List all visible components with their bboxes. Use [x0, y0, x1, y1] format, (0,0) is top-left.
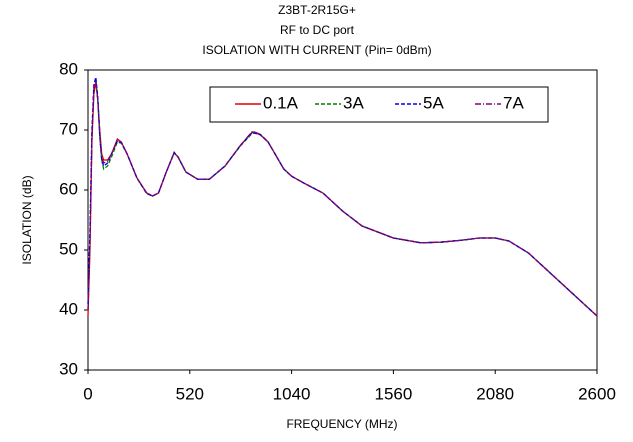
series-line	[87, 80, 598, 317]
y-tick-label: 80	[59, 59, 78, 78]
legend-label: 3A	[343, 93, 364, 112]
legend-label: 7A	[503, 93, 524, 112]
x-tick-label: 2600	[578, 384, 616, 403]
x-tick-label: 1040	[273, 384, 311, 403]
y-tick-label: 30	[59, 359, 78, 378]
legend: 0.1A 3A 5A 7A	[209, 86, 549, 123]
plot-area	[87, 69, 598, 371]
y-tick-label: 50	[59, 239, 78, 258]
y-tick-label: 40	[59, 299, 78, 318]
legend-label: 0.1A	[263, 93, 299, 112]
x-axis-label: FREQUENCY (MHz)	[286, 417, 397, 431]
chart-title: Z3BT-2R15G+	[278, 3, 356, 17]
y-tick-label: 70	[59, 119, 78, 138]
legend-label: 5A	[423, 93, 444, 112]
x-tick-label: 520	[176, 384, 204, 403]
chart-subtitle: ISOLATION WITH CURRENT (Pin= 0dBm)	[202, 43, 431, 57]
x-tick-label: 0	[83, 384, 92, 403]
y-tick-label: 60	[59, 179, 78, 198]
x-tick-label: 2080	[476, 384, 514, 403]
x-tick-label: 1560	[374, 384, 412, 403]
y-axis-label: ISOLATION (dB)	[20, 175, 34, 264]
chart-subtitle: RF to DC port	[280, 23, 355, 37]
